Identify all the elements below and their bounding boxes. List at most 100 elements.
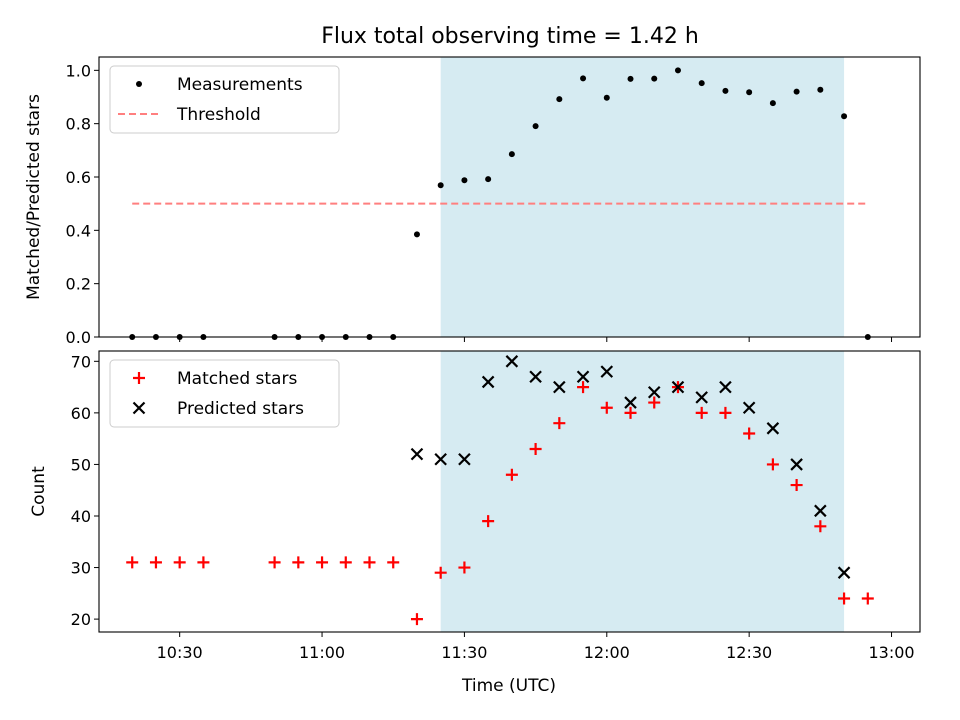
matched-stars-point	[268, 556, 281, 569]
legend: Matched stars Predicted stars	[109, 359, 340, 428]
predicted-stars-point	[814, 504, 827, 518]
axes-frame	[98, 350, 921, 633]
y-tick-label: 0.2	[66, 275, 91, 294]
x-axis-label: Time (UTC)	[461, 676, 556, 696]
measurement-point	[769, 100, 776, 107]
measurement-point	[841, 113, 848, 120]
matched-stars-point	[410, 613, 423, 626]
y-tick-label: 0.8	[66, 115, 91, 134]
matched-stars-point	[766, 458, 779, 471]
x-tick-label: 12:00	[584, 643, 630, 662]
y-tick-label: 60	[71, 404, 91, 423]
measurement-point	[508, 151, 515, 158]
x-tick-label: 10:30	[157, 643, 203, 662]
legend-box	[109, 65, 340, 134]
matched-stars-point	[482, 515, 495, 528]
predicted-stars-point	[434, 452, 447, 466]
measurement-point	[437, 182, 444, 189]
y-tick-label: 30	[71, 559, 91, 578]
matched-stars-point	[861, 592, 874, 605]
matched-stars-point	[363, 556, 376, 569]
predicted-stars-point	[837, 566, 851, 579]
matched-stars-point	[743, 427, 756, 440]
y-axis-label: Matched/Predicted stars	[24, 94, 44, 300]
y-axis-label: Count	[29, 466, 49, 517]
y-tick-label: 40	[71, 507, 91, 526]
y-tick-label: 0.6	[66, 168, 91, 187]
y-tick-label: 0.4	[66, 221, 91, 240]
predicted-stars-point	[695, 391, 708, 404]
matched-stars-point	[505, 468, 518, 481]
predicted-stars-point	[505, 355, 519, 368]
observing-window-band	[440, 351, 845, 632]
chart-title: Flux total observing time = 1.42 h	[321, 24, 699, 49]
predicted-stars-point	[458, 452, 471, 466]
legend: Measurements Threshold	[109, 65, 340, 134]
matched-stars-point	[624, 406, 637, 419]
matched-stars-point	[695, 406, 708, 419]
predicted-stars-point	[719, 380, 732, 394]
matched-stars-point	[173, 556, 186, 569]
matched-stars-point	[577, 381, 590, 394]
matched-stars-point	[316, 556, 329, 569]
matched-stars-point	[838, 592, 851, 605]
predicted-stars-point	[553, 380, 566, 394]
y-tick-label: 1.0	[66, 61, 91, 80]
matched-stars-point	[197, 556, 210, 569]
predicted-stars-point	[742, 401, 756, 414]
predicted-stars-point	[647, 385, 661, 399]
count-panel: 20 30 40 50 60 70 10:30 11:00 11:30 12:00 12:30 13:…	[29, 350, 921, 662]
predicted-stars-point	[529, 370, 542, 384]
matched-stars-point	[387, 556, 400, 569]
y-tick-label: 0.0	[66, 328, 91, 347]
measurement-point	[627, 75, 634, 82]
predicted-stars-point	[790, 458, 803, 471]
legend-box	[109, 359, 340, 428]
legend-label: Measurements	[177, 75, 303, 95]
predicted-stars-point	[600, 365, 614, 378]
predicted-stars-point	[576, 370, 590, 384]
measurement-point	[746, 89, 753, 96]
measurement-point	[722, 87, 729, 94]
matched-stars-point	[814, 520, 827, 533]
measurement-point	[674, 67, 681, 74]
matched-stars-point	[600, 401, 613, 414]
matched-stars-point	[339, 556, 352, 569]
predicted-stars-point	[410, 447, 424, 461]
measurement-point	[556, 96, 563, 103]
legend-label: Predicted stars	[177, 399, 304, 419]
matched-stars-point	[648, 396, 661, 409]
ratio-panel: 0.0 0.2 0.4 0.6 0.8 1.0 Matched/Predicted star…	[24, 56, 921, 347]
x-tick-label: 11:00	[299, 643, 345, 662]
observing-window-band	[440, 57, 845, 337]
predicted-stars-point	[624, 396, 637, 409]
measurement-point	[651, 75, 658, 82]
predicted-stars-point	[671, 380, 685, 394]
measurement-point	[698, 80, 705, 87]
x-tick-label: 12:30	[726, 643, 772, 662]
legend-marker	[136, 81, 142, 87]
measurement-point	[603, 94, 610, 101]
y-tick-label: 20	[71, 610, 91, 629]
matched-stars-point	[126, 556, 139, 569]
legend-marker	[132, 401, 146, 415]
measurement-point	[793, 88, 800, 95]
x-tick-label: 13:00	[868, 643, 914, 662]
legend-marker	[133, 372, 145, 384]
measurement-point	[580, 75, 587, 82]
axes-frame	[98, 56, 921, 338]
matched-stars-point	[790, 479, 803, 492]
measurement-point	[532, 123, 539, 130]
y-tick-label: 50	[71, 455, 91, 474]
measurement-point	[817, 86, 824, 93]
matched-stars-point	[458, 561, 471, 574]
x-tick-label: 11:30	[441, 643, 487, 662]
matched-stars-point	[529, 442, 542, 455]
legend-label: Threshold	[176, 105, 261, 125]
matched-stars-point	[434, 566, 447, 579]
measurement-point	[485, 176, 492, 183]
predicted-stars-point	[766, 422, 780, 435]
matched-stars-point	[292, 556, 305, 569]
measurement-point	[461, 177, 468, 184]
